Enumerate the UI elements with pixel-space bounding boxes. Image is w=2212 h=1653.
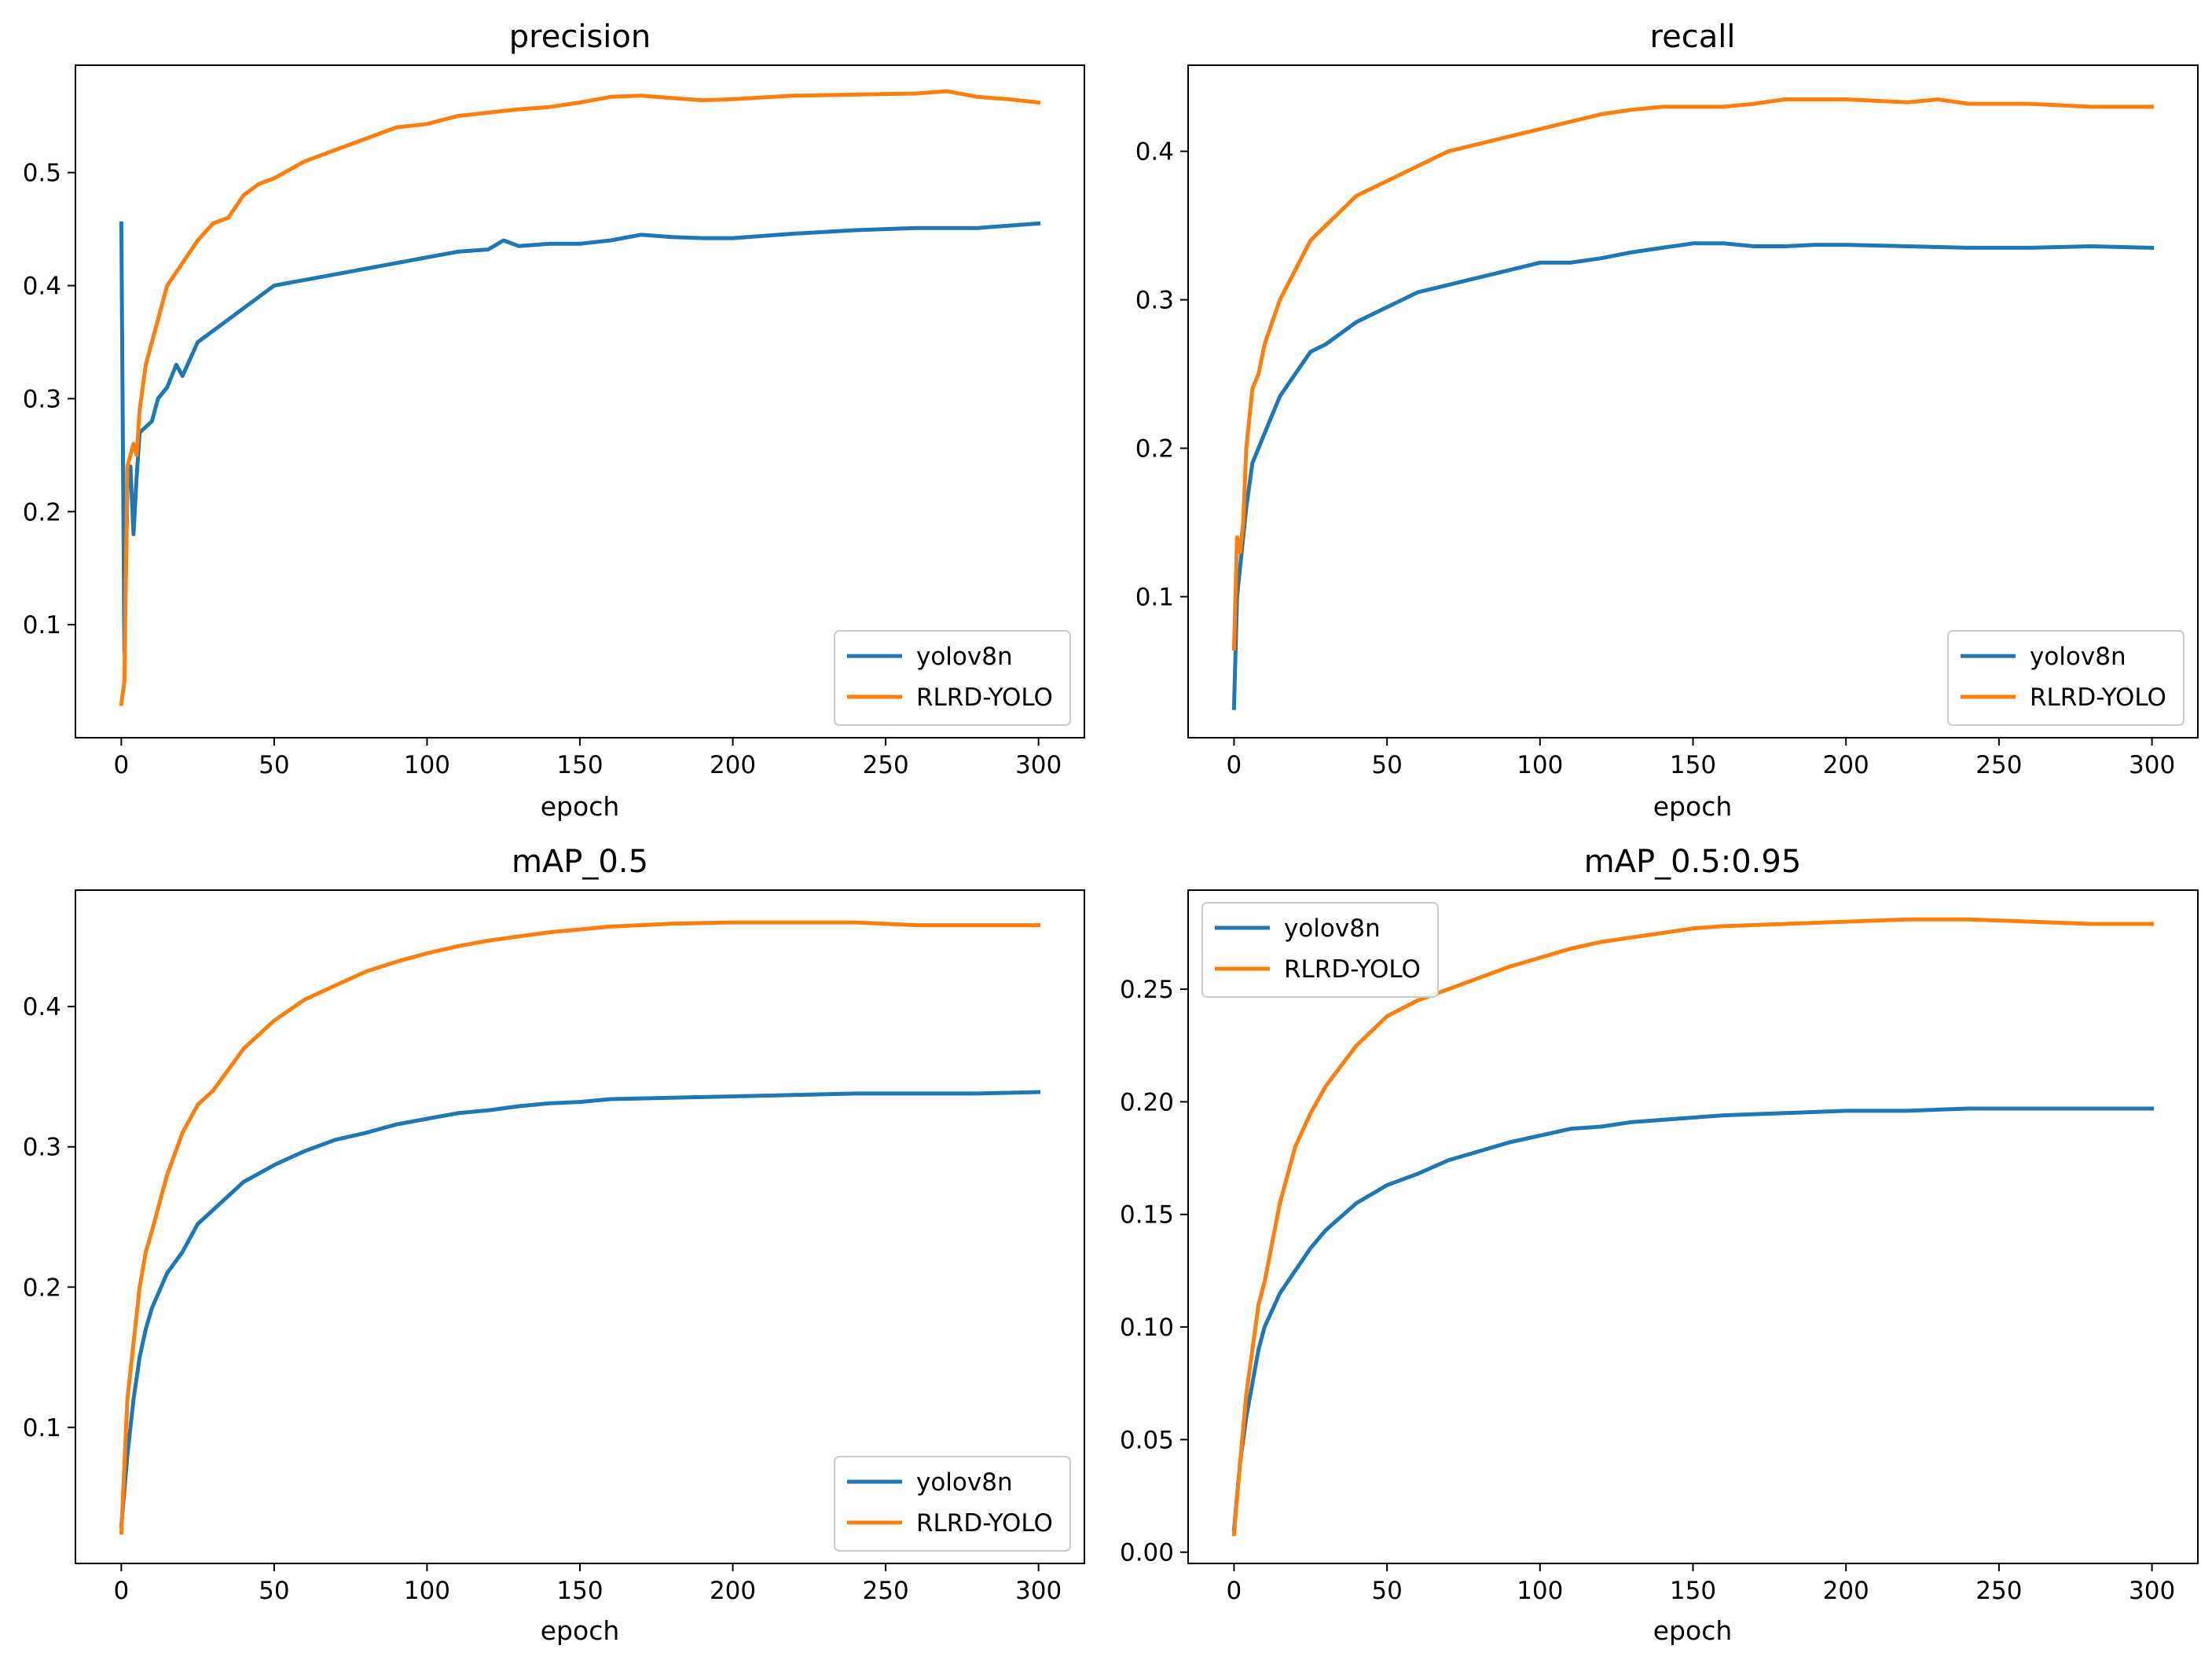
x-tick-label: 250 [863,1577,909,1605]
x-tick-label: 150 [1670,751,1716,779]
legend-label: yolov8n [916,643,1013,671]
x-tick-label: 250 [1975,1577,2022,1605]
x-axis-label: epoch [541,791,620,822]
x-tick-label: 300 [2129,1577,2175,1605]
panel-title: precision [509,19,651,55]
series-line-rlrd-yolo [1231,97,2155,651]
x-tick-label: 50 [1371,1577,1402,1605]
legend-label: RLRD-YOLO [916,684,1053,712]
x-tick-label: 200 [1823,1577,1869,1605]
series-line-yolov8n [119,221,1041,655]
x-tick-label: 50 [1371,751,1402,779]
x-axis-label: epoch [541,1615,620,1646]
y-tick-label: 0.4 [23,993,61,1021]
y-tick-label: 0.2 [1135,435,1174,464]
y-tick-label: 0.20 [1120,1088,1174,1116]
x-tick-label: 200 [710,751,756,779]
x-tick-label: 200 [1823,751,1869,779]
y-tick-label: 0.3 [23,1134,61,1162]
panel-title: mAP_0.5 [512,844,648,880]
legend: yolov8n RLRD-YOLO [1201,902,1439,998]
map50-panel: mAP_0.5 epoch 0 50 100 150 200 250 300 0.1 0.2 0.… [23,844,1085,1646]
series-line-yolov8n [1231,241,2155,710]
x-tick-label: 0 [113,1577,129,1605]
map50-95-panel: mAP_0.5:0.95 epoch 0 50 100 150 200 250 300 0.0… [1120,844,2199,1646]
x-tick-label: 250 [1975,751,2022,779]
legend-label: RLRD-YOLO [916,1509,1053,1538]
x-tick-label: 200 [710,1577,756,1605]
legend-label: yolov8n [916,1468,1013,1497]
y-tick-label: 0.25 [1120,976,1174,1004]
y-tick-label: 0.1 [23,611,61,640]
legend-label: yolov8n [2030,643,2126,671]
x-axis-label: epoch [1653,1615,1733,1646]
x-tick-label: 0 [1227,1577,1242,1605]
y-tick-label: 0.5 [23,159,61,188]
series-line-rlrd-yolo [119,89,1041,706]
x-tick-label: 50 [259,751,289,779]
series-line-rlrd-yolo [1231,917,2155,1537]
y-tick-label: 0.1 [23,1414,61,1442]
y-tick-label: 0.3 [1135,287,1174,315]
x-tick-label: 100 [404,751,450,779]
y-tick-label: 0.15 [1120,1201,1174,1230]
x-axis-label: epoch [1653,791,1733,822]
x-tick-label: 0 [113,751,129,779]
legend: yolov8n RLRD-YOLO [834,630,1071,726]
legend-label: yolov8n [1284,914,1381,943]
x-tick-label: 100 [1517,751,1563,779]
panel-title: mAP_0.5:0.95 [1584,844,1802,880]
x-tick-label: 300 [1015,1577,1062,1605]
x-tick-label: 300 [1015,751,1062,779]
x-tick-label: 150 [556,1577,603,1605]
series-line-yolov8n [119,1090,1041,1528]
legend: yolov8n RLRD-YOLO [834,1456,1071,1552]
y-tick-label: 0.2 [23,1274,61,1302]
legend-label: RLRD-YOLO [1284,955,1421,984]
legend: yolov8n RLRD-YOLO [1947,630,2184,726]
y-tick-label: 0.1 [1135,583,1174,611]
y-tick-label: 0.10 [1120,1314,1174,1342]
precision-panel: precision epoch 0 50 100 150 200 250 300 0.1 0.2… [23,19,1085,822]
series-line-rlrd-yolo [119,920,1041,1535]
panel-title: recall [1650,19,1736,55]
x-tick-label: 300 [2129,751,2175,779]
x-tick-label: 50 [259,1577,289,1605]
y-tick-label: 0.00 [1120,1539,1174,1567]
y-tick-label: 0.2 [23,498,61,526]
legend-label: RLRD-YOLO [2030,684,2166,712]
x-tick-label: 0 [1227,751,1242,779]
y-tick-label: 0.3 [23,385,61,413]
x-tick-label: 250 [863,751,909,779]
x-tick-label: 150 [1670,1577,1716,1605]
series-line-yolov8n [1231,1106,2155,1532]
recall-panel: recall epoch 0 50 100 150 200 250 300 0.1 0.2 0.3… [1135,19,2199,822]
y-tick-label: 0.05 [1120,1426,1174,1454]
x-tick-label: 150 [556,751,603,779]
x-tick-label: 100 [404,1577,450,1605]
x-tick-label: 100 [1517,1577,1563,1605]
y-tick-label: 0.4 [1135,138,1174,167]
y-tick-label: 0.4 [23,273,61,301]
